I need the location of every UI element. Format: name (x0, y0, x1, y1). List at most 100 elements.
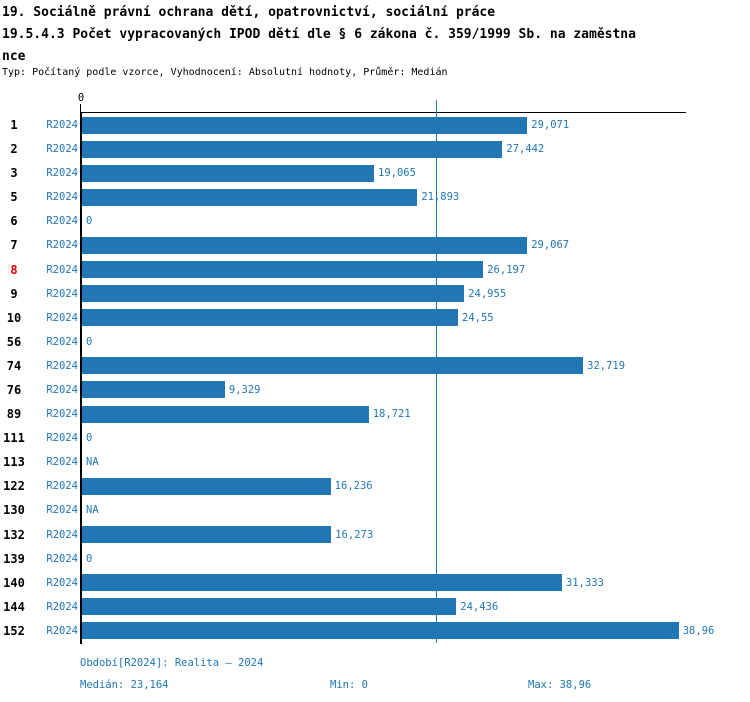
row-category-label: 140 (3, 575, 25, 590)
bar-value-label: 32,719 (587, 359, 626, 372)
row-period-label: R2024 (46, 119, 78, 131)
row-category-label: 8 (10, 262, 18, 277)
bar-row: 140 R2024 31,333 (0, 571, 750, 595)
bar-value-label: 21,893 (421, 191, 460, 204)
row-period-label: R2024 (46, 408, 78, 421)
row-period-label: R2024 (46, 624, 78, 637)
bar-row: 113 R2024 NA (0, 450, 750, 474)
row-category-label: 10 (6, 310, 22, 325)
bar (82, 285, 465, 303)
report-title-line-3: nce (2, 49, 26, 64)
row-period-label: R2024 (46, 552, 78, 565)
bar-row: 89 R2024 18,721 (0, 402, 750, 426)
row-category-label: 56 (6, 334, 22, 349)
row-period-label: R2024 (46, 263, 78, 276)
bar-value-label: 18,721 (372, 408, 411, 421)
row-period-label: R2024 (46, 335, 78, 348)
bar-value-label: 38,96 (682, 624, 715, 637)
bar-row: 152 R2024 38,96 (0, 619, 750, 643)
row-category-label: 76 (6, 382, 22, 397)
bar-value-label: 19,065 (378, 167, 416, 180)
row-category-label: 152 (3, 623, 25, 638)
row-period-label: R2024 (46, 432, 78, 445)
footer-period-caption: Období[R2024]: Realita – 2024 (80, 657, 264, 669)
row-period-label: R2024 (46, 167, 78, 180)
bar-value-label: 9,329 (228, 383, 261, 396)
bar (82, 116, 528, 134)
bar (82, 236, 528, 254)
bar (82, 381, 225, 399)
bar (82, 405, 369, 423)
x-axis-tick-mark (80, 104, 81, 113)
bar (82, 164, 374, 182)
bar-value-label: 29,071 (531, 119, 570, 131)
row-category-label: 74 (6, 358, 22, 373)
row-category-label: 139 (3, 551, 25, 566)
report-title-line-1: 19. Sociálně právní ochrana dětí, opatro… (2, 5, 496, 20)
report-subtitle: Typ: Počítaný podle vzorce, Vyhodnocení:… (2, 67, 448, 78)
bar-row: 3 R2024 19,065 (0, 161, 750, 185)
bar-row: 5 R2024 21,893 (0, 185, 750, 209)
bar (82, 261, 484, 279)
bar-row: 2 R2024 27,442 (0, 137, 750, 161)
report-title-line-2: 19.5.4.3 Počet vypracovaných IPOD dětí d… (2, 27, 636, 42)
row-period-label: R2024 (46, 311, 78, 324)
bar-row: 56 R2024 0 (0, 330, 750, 354)
bar-value-label: 16,273 (335, 528, 374, 541)
bar-row: 139 R2024 0 (0, 547, 750, 571)
row-category-label: 1 (10, 118, 18, 132)
bar-value-label: NA (86, 504, 99, 517)
row-category-label: 2 (10, 142, 18, 157)
bar-value-label: 27,442 (506, 143, 545, 156)
row-period-label: R2024 (46, 600, 78, 613)
bar-value-label: 24,436 (460, 600, 499, 613)
bar-value-label: NA (86, 456, 99, 469)
bar-value-label: 24,55 (462, 311, 494, 324)
row-period-label: R2024 (46, 480, 78, 493)
row-period-label: R2024 (46, 143, 78, 156)
bar (82, 526, 332, 544)
row-category-label: 111 (3, 431, 25, 446)
bar-value-label: 26,197 (487, 263, 526, 276)
row-period-label: R2024 (46, 191, 78, 204)
bar-value-label: 29,067 (531, 239, 570, 252)
row-category-label: 6 (10, 214, 18, 229)
row-period-label: R2024 (46, 215, 78, 228)
bar (82, 598, 457, 616)
bar-row: 130 R2024 NA (0, 498, 750, 522)
bar (82, 188, 418, 206)
row-period-label: R2024 (46, 239, 78, 252)
bar-row: 144 R2024 24,436 (0, 595, 750, 619)
row-category-label: 113 (3, 455, 25, 470)
x-axis-zero-tick-label: 0 (77, 92, 85, 104)
row-period-label: R2024 (46, 383, 78, 396)
bar-value-label: 0 (86, 215, 93, 228)
row-category-label: 122 (3, 479, 25, 494)
bar (82, 140, 503, 158)
footer-median-stat: Medián: 23,164 (80, 679, 169, 691)
row-period-label: R2024 (46, 528, 78, 541)
bar (82, 622, 679, 640)
bar-row: 132 R2024 16,273 (0, 523, 750, 547)
y-axis-line (80, 112, 82, 644)
bar-row: 122 R2024 16,236 (0, 474, 750, 498)
bar-row: 9 R2024 24,955 (0, 282, 750, 306)
row-category-label: 89 (6, 407, 22, 422)
row-period-label: R2024 (46, 504, 78, 517)
row-category-label: 130 (3, 503, 25, 518)
bar-row: 76 R2024 9,329 (0, 378, 750, 402)
bar-value-label: 0 (86, 552, 93, 565)
bar-value-label: 24,955 (468, 287, 507, 300)
row-category-label: 7 (10, 238, 18, 253)
row-category-label: 5 (10, 190, 18, 205)
row-category-label: 9 (10, 286, 18, 301)
bar-row: 111 R2024 0 (0, 426, 750, 450)
bar (82, 357, 584, 375)
bar (82, 477, 331, 495)
x-axis-line (81, 112, 686, 113)
bar-row: 1 R2024 29,071 (0, 113, 750, 137)
bar-row: 74 R2024 32,719 (0, 354, 750, 378)
row-period-label: R2024 (46, 287, 78, 300)
row-category-label: 132 (3, 527, 25, 542)
